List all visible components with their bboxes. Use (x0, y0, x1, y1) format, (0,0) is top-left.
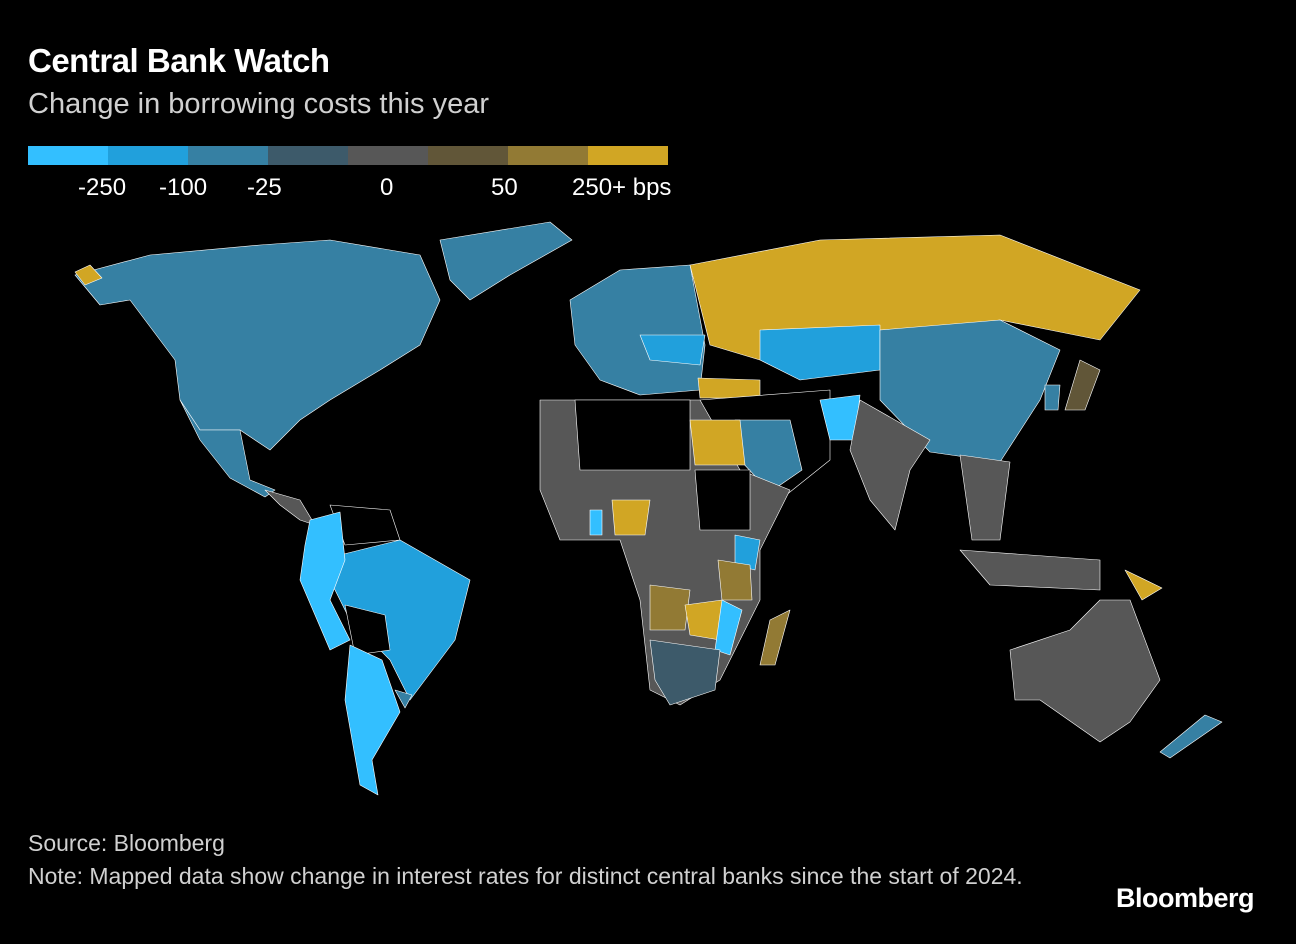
region-sudan (694, 469, 751, 531)
footnote: Note: Mapped data show change in interes… (28, 863, 1023, 889)
region-greenland (439, 221, 573, 301)
legend-swatch (588, 146, 668, 165)
region-png (1124, 569, 1163, 601)
region-uruguay (394, 689, 413, 709)
legend-swatch (188, 146, 268, 165)
region-egypt (689, 419, 746, 466)
region-china (879, 319, 1061, 463)
legend-label: -250 (78, 174, 127, 201)
region-mexico (179, 399, 276, 498)
region-mozambique (714, 599, 743, 656)
region-alaska-gold (74, 264, 103, 286)
region-brazil (329, 539, 471, 701)
region-madagascar (759, 609, 791, 666)
region-japan (1064, 359, 1101, 411)
region-north-africa (574, 399, 691, 471)
region-nigeria (611, 499, 651, 536)
legend-label: 250+ bps (572, 174, 672, 201)
region-new-zealand (1159, 714, 1223, 759)
region-australia (1009, 599, 1161, 743)
region-zambia (684, 599, 723, 641)
legend-swatch (428, 146, 508, 165)
region-turkey (697, 377, 761, 399)
chart-subtitle: Change in borrowing costs this year (28, 88, 490, 120)
region-east-africa (734, 534, 761, 571)
source-note: Source: Bloomberg (28, 830, 225, 856)
legend-swatch (508, 146, 588, 165)
region-andes (299, 511, 351, 651)
region-bolivia (344, 604, 391, 656)
region-central-america (264, 489, 316, 526)
region-indonesia (959, 549, 1101, 591)
region-korea (1044, 384, 1061, 411)
region-north-america (74, 239, 441, 451)
region-europe (569, 264, 706, 396)
region-southeast-asia (959, 454, 1011, 541)
region-angola (649, 584, 691, 631)
color-legend (28, 146, 668, 165)
region-india (849, 399, 931, 531)
legend-swatch (348, 146, 428, 165)
region-kazakhstan (759, 324, 881, 381)
bloomberg-logo: Bloomberg (1116, 883, 1255, 913)
legend-swatch (108, 146, 188, 165)
region-ghana (589, 509, 603, 536)
region-southern-africa (649, 639, 721, 706)
region-argentina (344, 644, 401, 796)
legend-label: -25 (247, 174, 282, 201)
region-eastern-europe (639, 334, 706, 366)
legend-swatch (268, 146, 348, 165)
legend-label: -100 (159, 174, 208, 201)
region-tanzania (717, 559, 753, 601)
chart-title: Central Bank Watch (28, 42, 330, 79)
legend-label: 0 (380, 174, 394, 201)
legend-label: 50 (491, 174, 518, 201)
legend-swatch (28, 146, 108, 165)
